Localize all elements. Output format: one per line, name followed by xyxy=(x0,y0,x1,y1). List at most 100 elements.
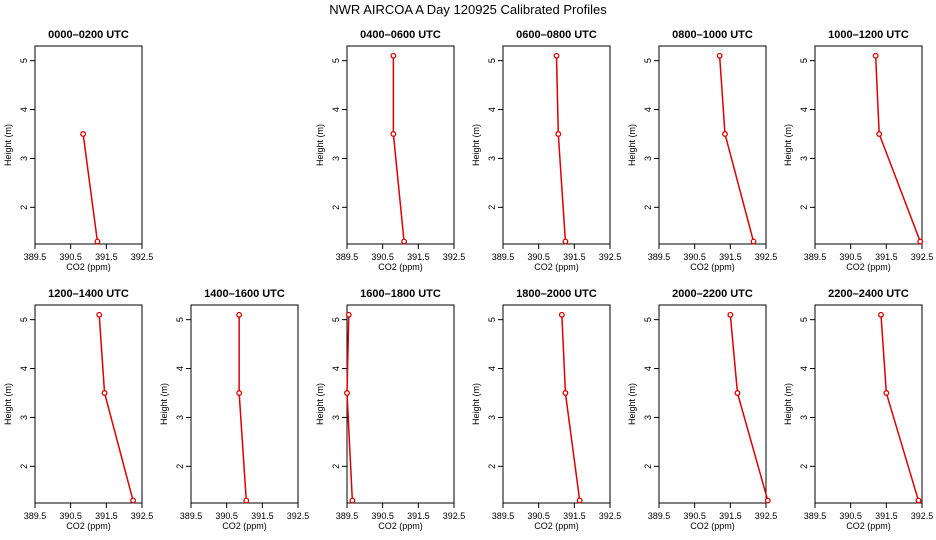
figure-title: NWR AIRCOA A Day 120925 Calibrated Profi… xyxy=(329,2,607,17)
data-point xyxy=(750,238,757,245)
y-axis-label: Height (m) xyxy=(627,124,637,166)
profile-line xyxy=(880,314,920,501)
y-tick-label: 2 xyxy=(799,205,809,210)
data-point xyxy=(344,390,350,396)
y-axis-label: Height (m) xyxy=(471,124,481,166)
y-tick-label: 5 xyxy=(19,317,29,322)
data-point xyxy=(101,390,108,396)
y-tick-label: 5 xyxy=(331,58,341,63)
x-axis-label: CO2 (ppm) xyxy=(66,521,111,531)
x-tick-label: 391.5 xyxy=(563,511,586,521)
y-axis-label: Height (m) xyxy=(3,124,13,166)
data-point xyxy=(349,497,356,504)
x-tick-label: 391.5 xyxy=(251,511,274,521)
x-tick-label: 390.5 xyxy=(839,511,862,521)
x-axis-label: CO2 (ppm) xyxy=(846,262,891,272)
x-tick-label: 389.5 xyxy=(24,511,47,521)
x-axis-label: CO2 (ppm) xyxy=(534,262,579,272)
x-tick-label: 389.5 xyxy=(336,511,359,521)
y-tick-label: 2 xyxy=(643,464,653,469)
data-point xyxy=(130,497,137,504)
panel-title: 0400–0600 UTC xyxy=(360,29,441,41)
x-tick-label: 392.5 xyxy=(443,511,466,521)
panel-2200-2400-utc: 2200–2400 UTC 389.5 390.5 391.5 392.5 2 3 4 5 CO2… xyxy=(783,288,933,531)
x-tick-label: 392.5 xyxy=(911,511,934,521)
x-tick-label: 389.5 xyxy=(804,252,827,262)
data-point xyxy=(96,311,103,318)
x-axis-label: CO2 (ppm) xyxy=(222,521,267,531)
y-tick-label: 4 xyxy=(643,107,653,112)
profile-line xyxy=(238,314,248,501)
y-tick-label: 5 xyxy=(175,317,185,322)
panel-title: 1000–1200 UTC xyxy=(828,29,909,41)
panel-title: 0600–0800 UTC xyxy=(516,29,597,41)
plot-frame xyxy=(658,45,767,245)
data-point xyxy=(576,497,583,504)
data-point xyxy=(876,131,883,137)
y-tick-label: 3 xyxy=(487,415,497,420)
panel-title: 1200–1400 UTC xyxy=(48,288,129,300)
panel-title: 1600–1800 UTC xyxy=(360,288,441,300)
panel-grid: 0000–0200 UTC 389.5 390.5 391.5 392.5 2 3 4 5 CO2… xyxy=(3,29,933,531)
panel-2000-2200-utc: 2000–2200 UTC 389.5 390.5 391.5 392.5 2 3 4 5 CO2… xyxy=(627,288,777,531)
y-axis-label: Height (m) xyxy=(783,124,793,166)
y-tick-label: 2 xyxy=(643,205,653,210)
y-tick-label: 4 xyxy=(799,366,809,371)
x-tick-label: 391.5 xyxy=(719,511,742,521)
profile-line xyxy=(392,55,405,242)
x-axis-label: CO2 (ppm) xyxy=(534,521,579,531)
y-tick-label: 5 xyxy=(487,317,497,322)
data-point xyxy=(80,131,87,137)
y-tick-label: 3 xyxy=(331,156,341,161)
y-tick-label: 4 xyxy=(331,366,341,371)
x-tick-label: 389.5 xyxy=(648,252,671,262)
x-tick-label: 389.5 xyxy=(180,511,203,521)
profile-line xyxy=(555,55,567,242)
y-tick-label: 3 xyxy=(175,415,185,420)
profile-line xyxy=(718,55,755,242)
x-tick-label: 392.5 xyxy=(599,252,622,262)
panel-1800-2000-utc: 1800–2000 UTC 389.5 390.5 391.5 392.5 2 3 4 5 CO2… xyxy=(471,288,621,531)
panel-0000-0200-utc: 0000–0200 UTC 389.5 390.5 391.5 392.5 2 3 4 5 CO2… xyxy=(3,29,153,272)
y-tick-label: 4 xyxy=(331,107,341,112)
y-tick-label: 5 xyxy=(643,317,653,322)
x-tick-label: 391.5 xyxy=(407,511,430,521)
y-axis-label: Height (m) xyxy=(3,383,13,425)
x-tick-label: 391.5 xyxy=(95,511,118,521)
y-tick-label: 4 xyxy=(19,107,29,112)
x-tick-label: 390.5 xyxy=(683,511,706,521)
x-axis-label: CO2 (ppm) xyxy=(690,262,735,272)
x-tick-label: 389.5 xyxy=(492,252,515,262)
data-point xyxy=(390,52,397,59)
panel-1200-1400-utc: 1200–1400 UTC 389.5 390.5 391.5 392.5 2 3 4 5 CO2… xyxy=(3,288,153,531)
y-tick-label: 2 xyxy=(487,205,497,210)
x-tick-label: 392.5 xyxy=(131,252,154,262)
plot-frame xyxy=(502,304,611,504)
panel-title: 1800–2000 UTC xyxy=(516,288,597,300)
profile-line xyxy=(98,314,134,501)
data-point xyxy=(562,238,569,245)
y-tick-label: 3 xyxy=(643,415,653,420)
data-point xyxy=(236,390,243,396)
x-axis-label: CO2 (ppm) xyxy=(690,521,735,531)
plot-frame xyxy=(190,304,299,504)
y-axis-label: Height (m) xyxy=(159,383,169,425)
x-tick-label: 392.5 xyxy=(599,511,622,521)
data-point xyxy=(236,311,243,318)
y-tick-label: 4 xyxy=(487,107,497,112)
x-tick-label: 391.5 xyxy=(407,252,430,262)
profile-line xyxy=(874,55,921,242)
x-tick-label: 391.5 xyxy=(875,252,898,262)
x-tick-label: 390.5 xyxy=(527,252,550,262)
y-tick-label: 3 xyxy=(331,415,341,420)
y-tick-label: 2 xyxy=(175,464,185,469)
x-tick-label: 392.5 xyxy=(755,252,778,262)
profile-line xyxy=(346,314,354,501)
profile-line xyxy=(82,133,99,242)
x-tick-label: 390.5 xyxy=(371,511,394,521)
x-tick-label: 392.5 xyxy=(755,511,778,521)
x-axis-label: CO2 (ppm) xyxy=(846,521,891,531)
data-point xyxy=(722,131,728,137)
x-tick-label: 390.5 xyxy=(215,511,238,521)
